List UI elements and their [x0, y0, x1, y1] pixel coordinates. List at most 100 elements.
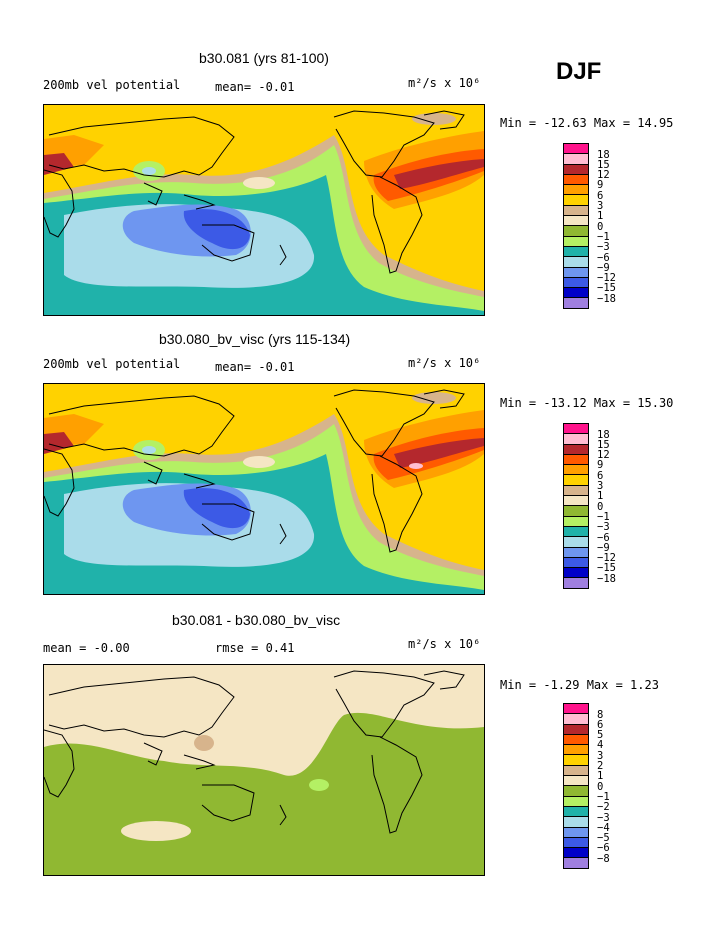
colorbar-label: 1	[597, 770, 604, 783]
colorbar-label: −5	[597, 832, 610, 845]
contour-positive	[412, 113, 456, 125]
contour-positive	[44, 432, 74, 454]
coastline	[201, 224, 255, 262]
contour-positive	[243, 177, 275, 189]
panel1-minmax: Min = -12.63 Max = 14.95	[500, 116, 674, 130]
coastline	[143, 182, 163, 206]
coastline	[423, 389, 465, 409]
colorbar-label: −6	[597, 251, 610, 264]
contour-negative	[183, 488, 250, 529]
panel1-mean: mean= -0.01	[215, 80, 295, 94]
panel2-colorbar	[563, 423, 589, 589]
panel2-map-svg	[44, 384, 484, 594]
colorbar-label: −4	[597, 821, 610, 834]
panel1-field-label: 200mb vel potential	[43, 78, 181, 92]
coastline	[371, 176, 423, 274]
panel3-minmax: Min = -1.29 Max = 1.23	[500, 678, 659, 692]
contour-negative	[142, 446, 156, 454]
colorbar-label: −8	[597, 852, 610, 865]
colorbar-label: −3	[597, 811, 610, 824]
panel2-units: m²/s x 10⁶	[408, 356, 481, 370]
coastline	[183, 754, 216, 770]
colorbar-label: 18	[597, 148, 610, 161]
contour-positive	[412, 392, 456, 404]
colorbar-label: −1	[597, 790, 610, 803]
colorbar-label: 3	[597, 200, 604, 212]
colorbar-label: −12	[597, 272, 616, 285]
panel2-mean: mean= -0.01	[215, 360, 295, 374]
colorbar-label: 15	[597, 438, 610, 451]
colorbar-label: 2	[597, 760, 604, 772]
panel3-map-svg	[44, 665, 484, 875]
colorbar-label: 3	[597, 480, 604, 492]
colorbar-label: −18	[597, 572, 616, 585]
coastline	[201, 784, 255, 822]
coastline	[183, 473, 216, 489]
colorbar-label: −6	[597, 531, 610, 544]
colorbar-label: 12	[597, 449, 610, 462]
coastline	[423, 670, 465, 690]
colorbar-label: 6	[597, 469, 604, 482]
panel1-units: m²/s x 10⁶	[408, 76, 481, 90]
contour-positive	[243, 456, 275, 468]
coastline	[143, 742, 163, 766]
colorbar-label: 9	[597, 179, 604, 192]
colorbar-label: 6	[597, 718, 604, 731]
colorbar-swatch	[563, 297, 589, 309]
coastline	[333, 670, 435, 738]
contour-positive	[394, 159, 484, 189]
panel2-map	[43, 383, 485, 595]
coastline	[371, 736, 423, 834]
panel3-mean: mean = -0.00	[43, 641, 130, 655]
colorbar-label: −3	[597, 521, 610, 534]
panel2-title: b30.080_bv_visc (yrs 115-134)	[159, 331, 351, 347]
colorbar-label: 3	[597, 749, 604, 762]
colorbar-label: −15	[597, 562, 616, 575]
coastline	[333, 110, 435, 178]
colorbar-label: 5	[597, 729, 604, 742]
colorbar-label: 0	[597, 220, 604, 233]
coastline	[279, 523, 287, 545]
panel3-map	[43, 664, 485, 876]
coastline	[48, 676, 235, 738]
colorbar-label: −1	[597, 230, 610, 243]
contour-positive	[409, 463, 423, 469]
colorbar-label: −2	[597, 801, 610, 814]
panel3-colorbar	[563, 703, 589, 869]
colorbar-label: 18	[597, 428, 610, 441]
colorbar-label: 1	[597, 490, 604, 503]
colorbar-swatch	[563, 577, 589, 589]
coastline	[48, 116, 235, 178]
colorbar-label: −1	[597, 510, 610, 523]
contour-positive	[194, 735, 214, 751]
panel3-units: m²/s x 10⁶	[408, 637, 481, 651]
contour-negative	[142, 167, 156, 175]
coastline	[44, 448, 75, 517]
colorbar-label: −9	[597, 541, 610, 554]
colorbar-label: 6	[597, 189, 604, 202]
coastline	[143, 461, 163, 485]
colorbar-label: 0	[597, 780, 604, 793]
colorbar-label: −15	[597, 282, 616, 295]
coastline	[44, 729, 75, 798]
colorbar-label: −3	[597, 241, 610, 254]
panel1-map	[43, 104, 485, 316]
panel1-colorbar	[563, 143, 589, 309]
season-label: DJF	[556, 58, 602, 85]
colorbar-label: −6	[597, 842, 610, 855]
colorbar-swatch	[563, 857, 589, 869]
contour-positive	[44, 153, 74, 175]
panel1-title: b30.081 (yrs 81-100)	[199, 50, 329, 66]
colorbar-label: −9	[597, 261, 610, 274]
panel2-field-label: 200mb vel potential	[43, 357, 181, 371]
coastline	[333, 389, 435, 457]
coastline	[279, 804, 287, 826]
coastline	[279, 244, 287, 266]
coastline	[48, 395, 235, 457]
colorbar-label: 1	[597, 210, 604, 223]
panel3-title: b30.081 - b30.080_bv_visc	[172, 612, 341, 628]
colorbar-label: −12	[597, 552, 616, 565]
colorbar-label: −18	[597, 292, 616, 305]
panel3-rmse: rmse = 0.41	[215, 641, 295, 655]
colorbar-label: 0	[597, 500, 604, 513]
